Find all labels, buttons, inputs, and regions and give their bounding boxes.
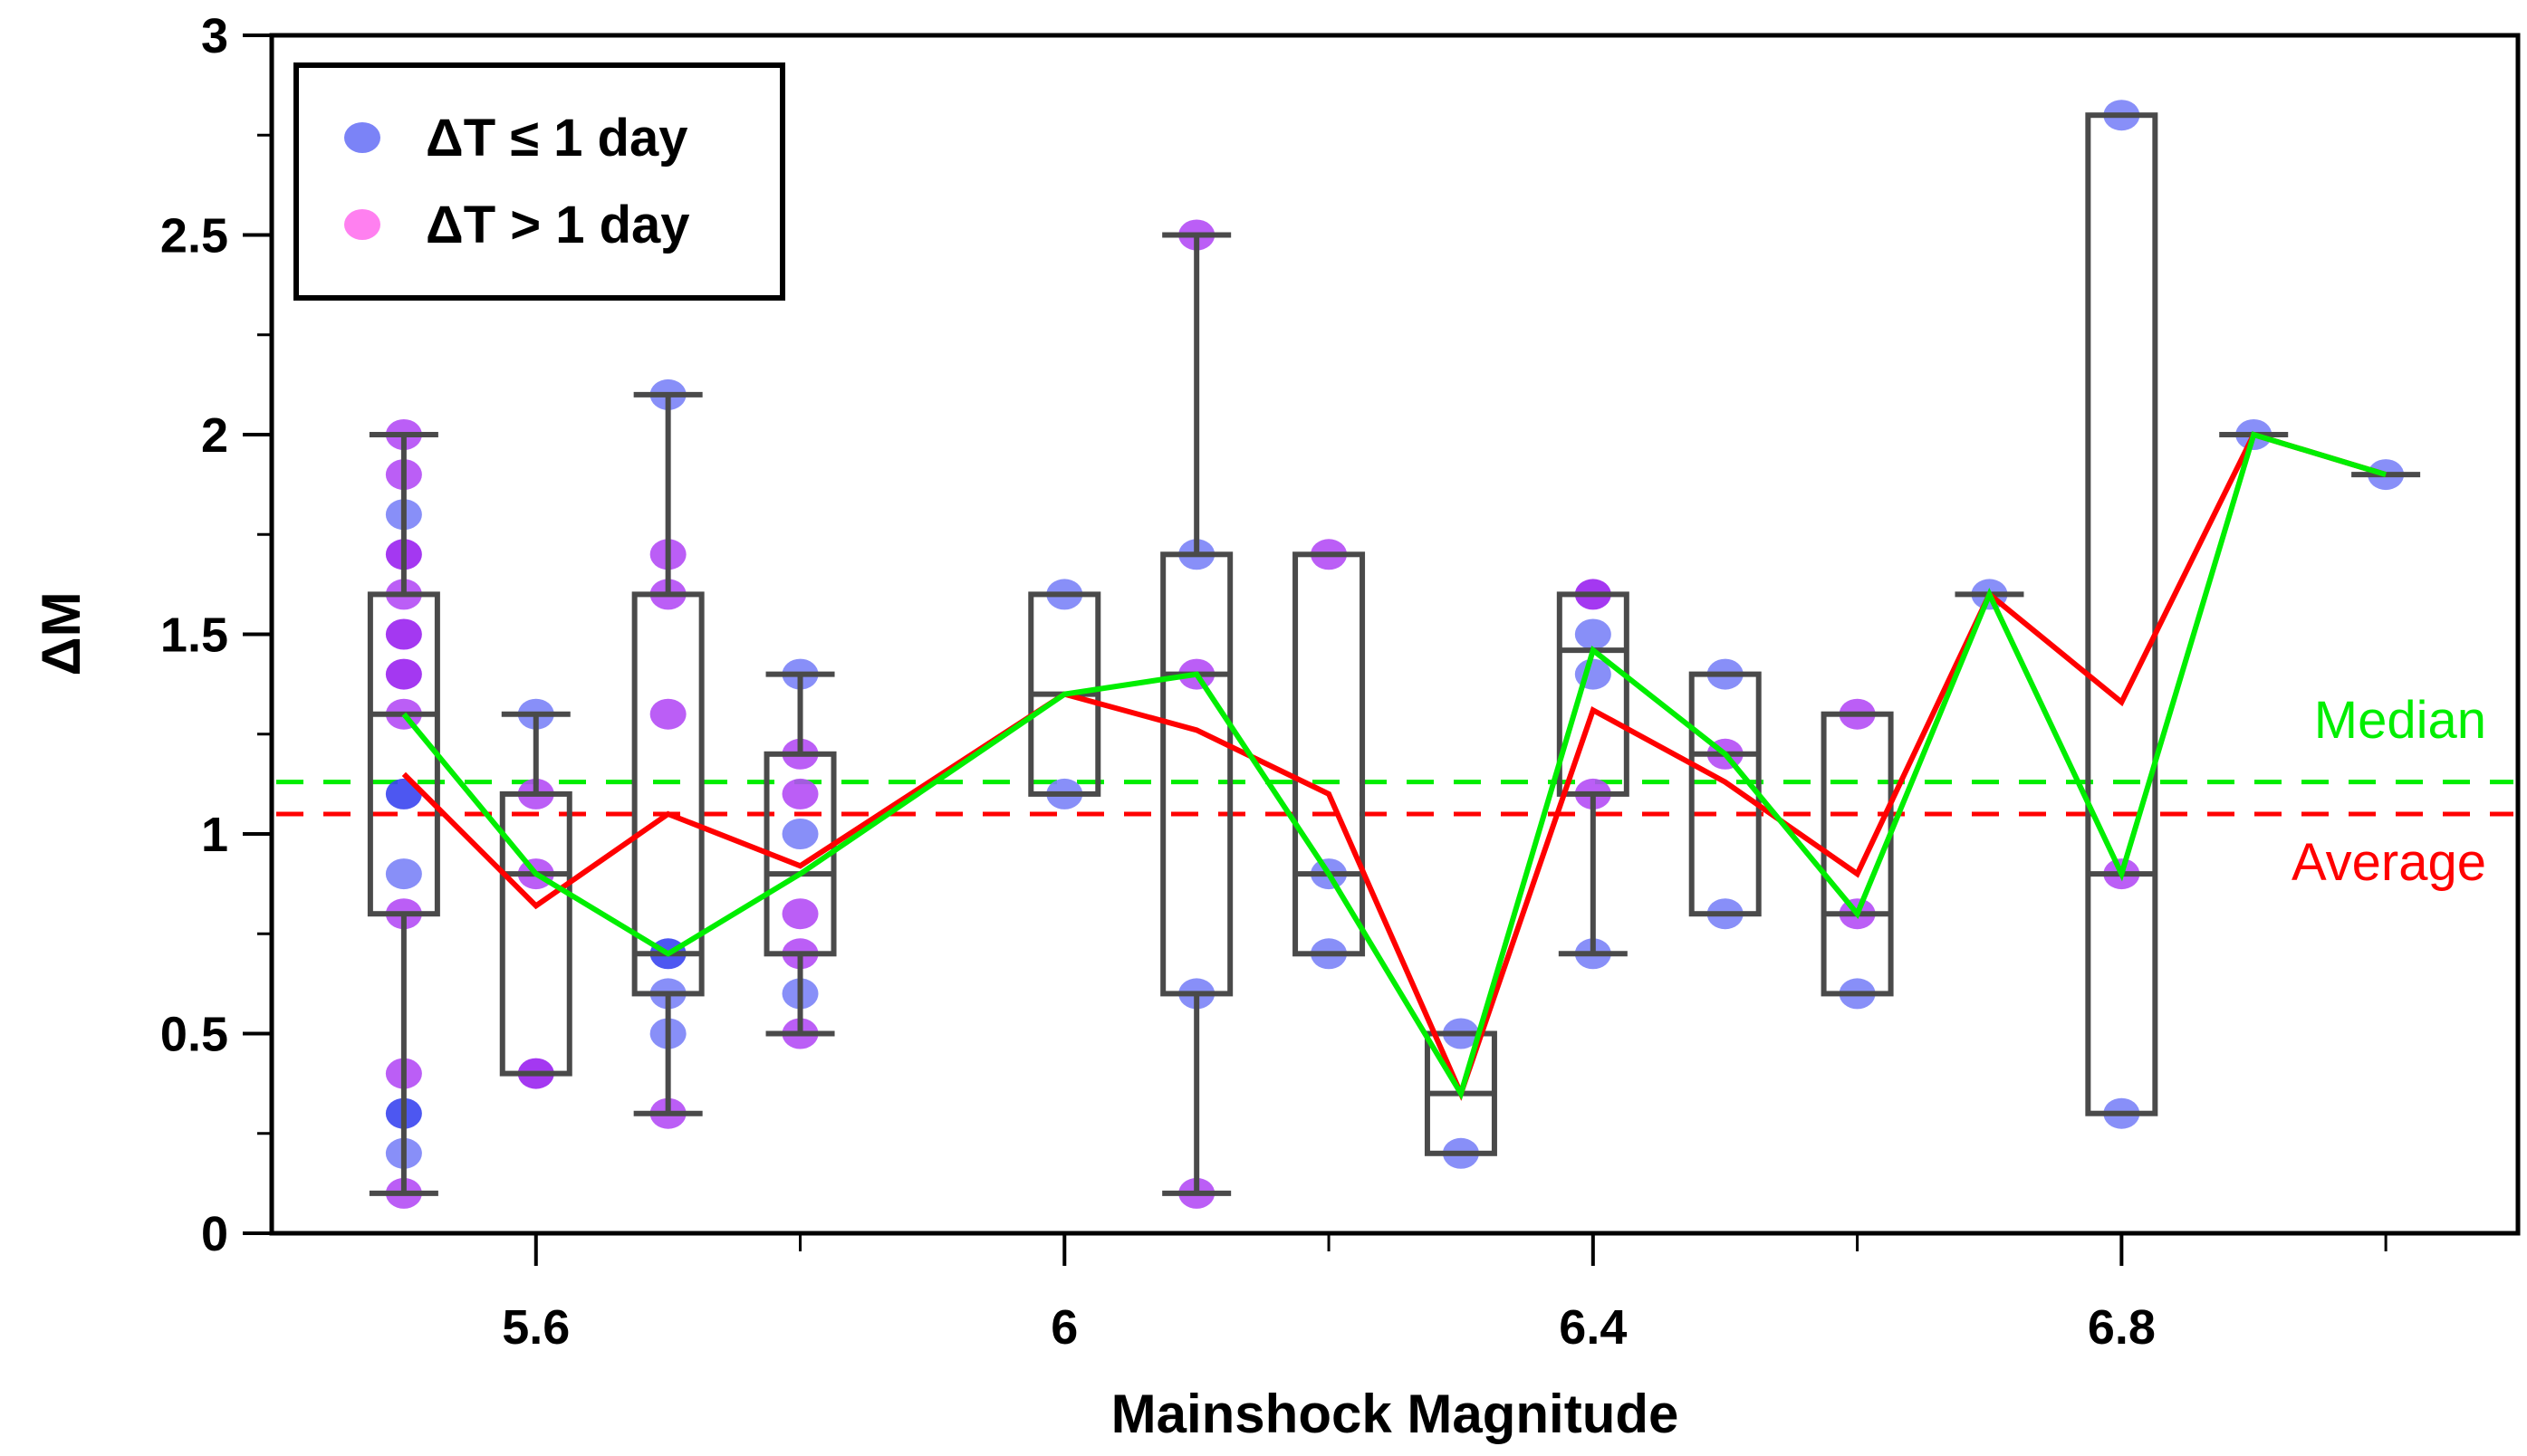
box xyxy=(1821,711,1894,997)
data-point xyxy=(385,858,422,890)
data-point xyxy=(782,898,819,930)
legend-box xyxy=(293,62,785,301)
legend-marker-long xyxy=(344,209,380,240)
data-point xyxy=(782,778,819,809)
y-tick-label: 2.5 xyxy=(160,209,228,263)
legend-label-short: ΔT ≤ 1 day xyxy=(426,109,688,168)
legend-label-long: ΔT > 1 day xyxy=(426,196,690,254)
box xyxy=(499,790,572,1077)
y-axis-title: ΔM xyxy=(31,591,91,675)
box xyxy=(1556,591,1629,797)
data-point xyxy=(649,698,687,730)
box xyxy=(1292,551,1366,957)
box xyxy=(1688,671,1762,917)
x-tick-label: 5.6 xyxy=(502,1300,570,1355)
data-point xyxy=(1574,618,1611,650)
y-tick-label: 3 xyxy=(201,9,228,63)
box xyxy=(2085,112,2158,1116)
legend-marker-short xyxy=(344,122,380,153)
y-tick-label: 1.5 xyxy=(160,608,228,663)
data-point xyxy=(385,618,422,650)
x-axis-title: Mainshock Magnitude xyxy=(1111,1384,1679,1444)
average-annotation: Average xyxy=(2292,833,2486,892)
median-annotation: Median xyxy=(2314,691,2486,750)
box xyxy=(631,591,705,997)
median-line xyxy=(401,431,2387,1101)
x-tick-label: 6 xyxy=(1051,1300,1078,1355)
data-point xyxy=(385,658,422,690)
box xyxy=(1160,551,1234,997)
x-tick-label: 6.8 xyxy=(2088,1300,2156,1355)
y-tick-label: 0.5 xyxy=(160,1008,228,1062)
data-point xyxy=(782,819,819,849)
y-tick-label: 1 xyxy=(201,808,228,862)
y-tick-label: 2 xyxy=(201,408,228,463)
y-tick-label: 0 xyxy=(201,1207,228,1261)
legend: ΔT ≤ 1 day ΔT > 1 day xyxy=(293,62,785,301)
x-tick-label: 6.4 xyxy=(1559,1300,1627,1355)
